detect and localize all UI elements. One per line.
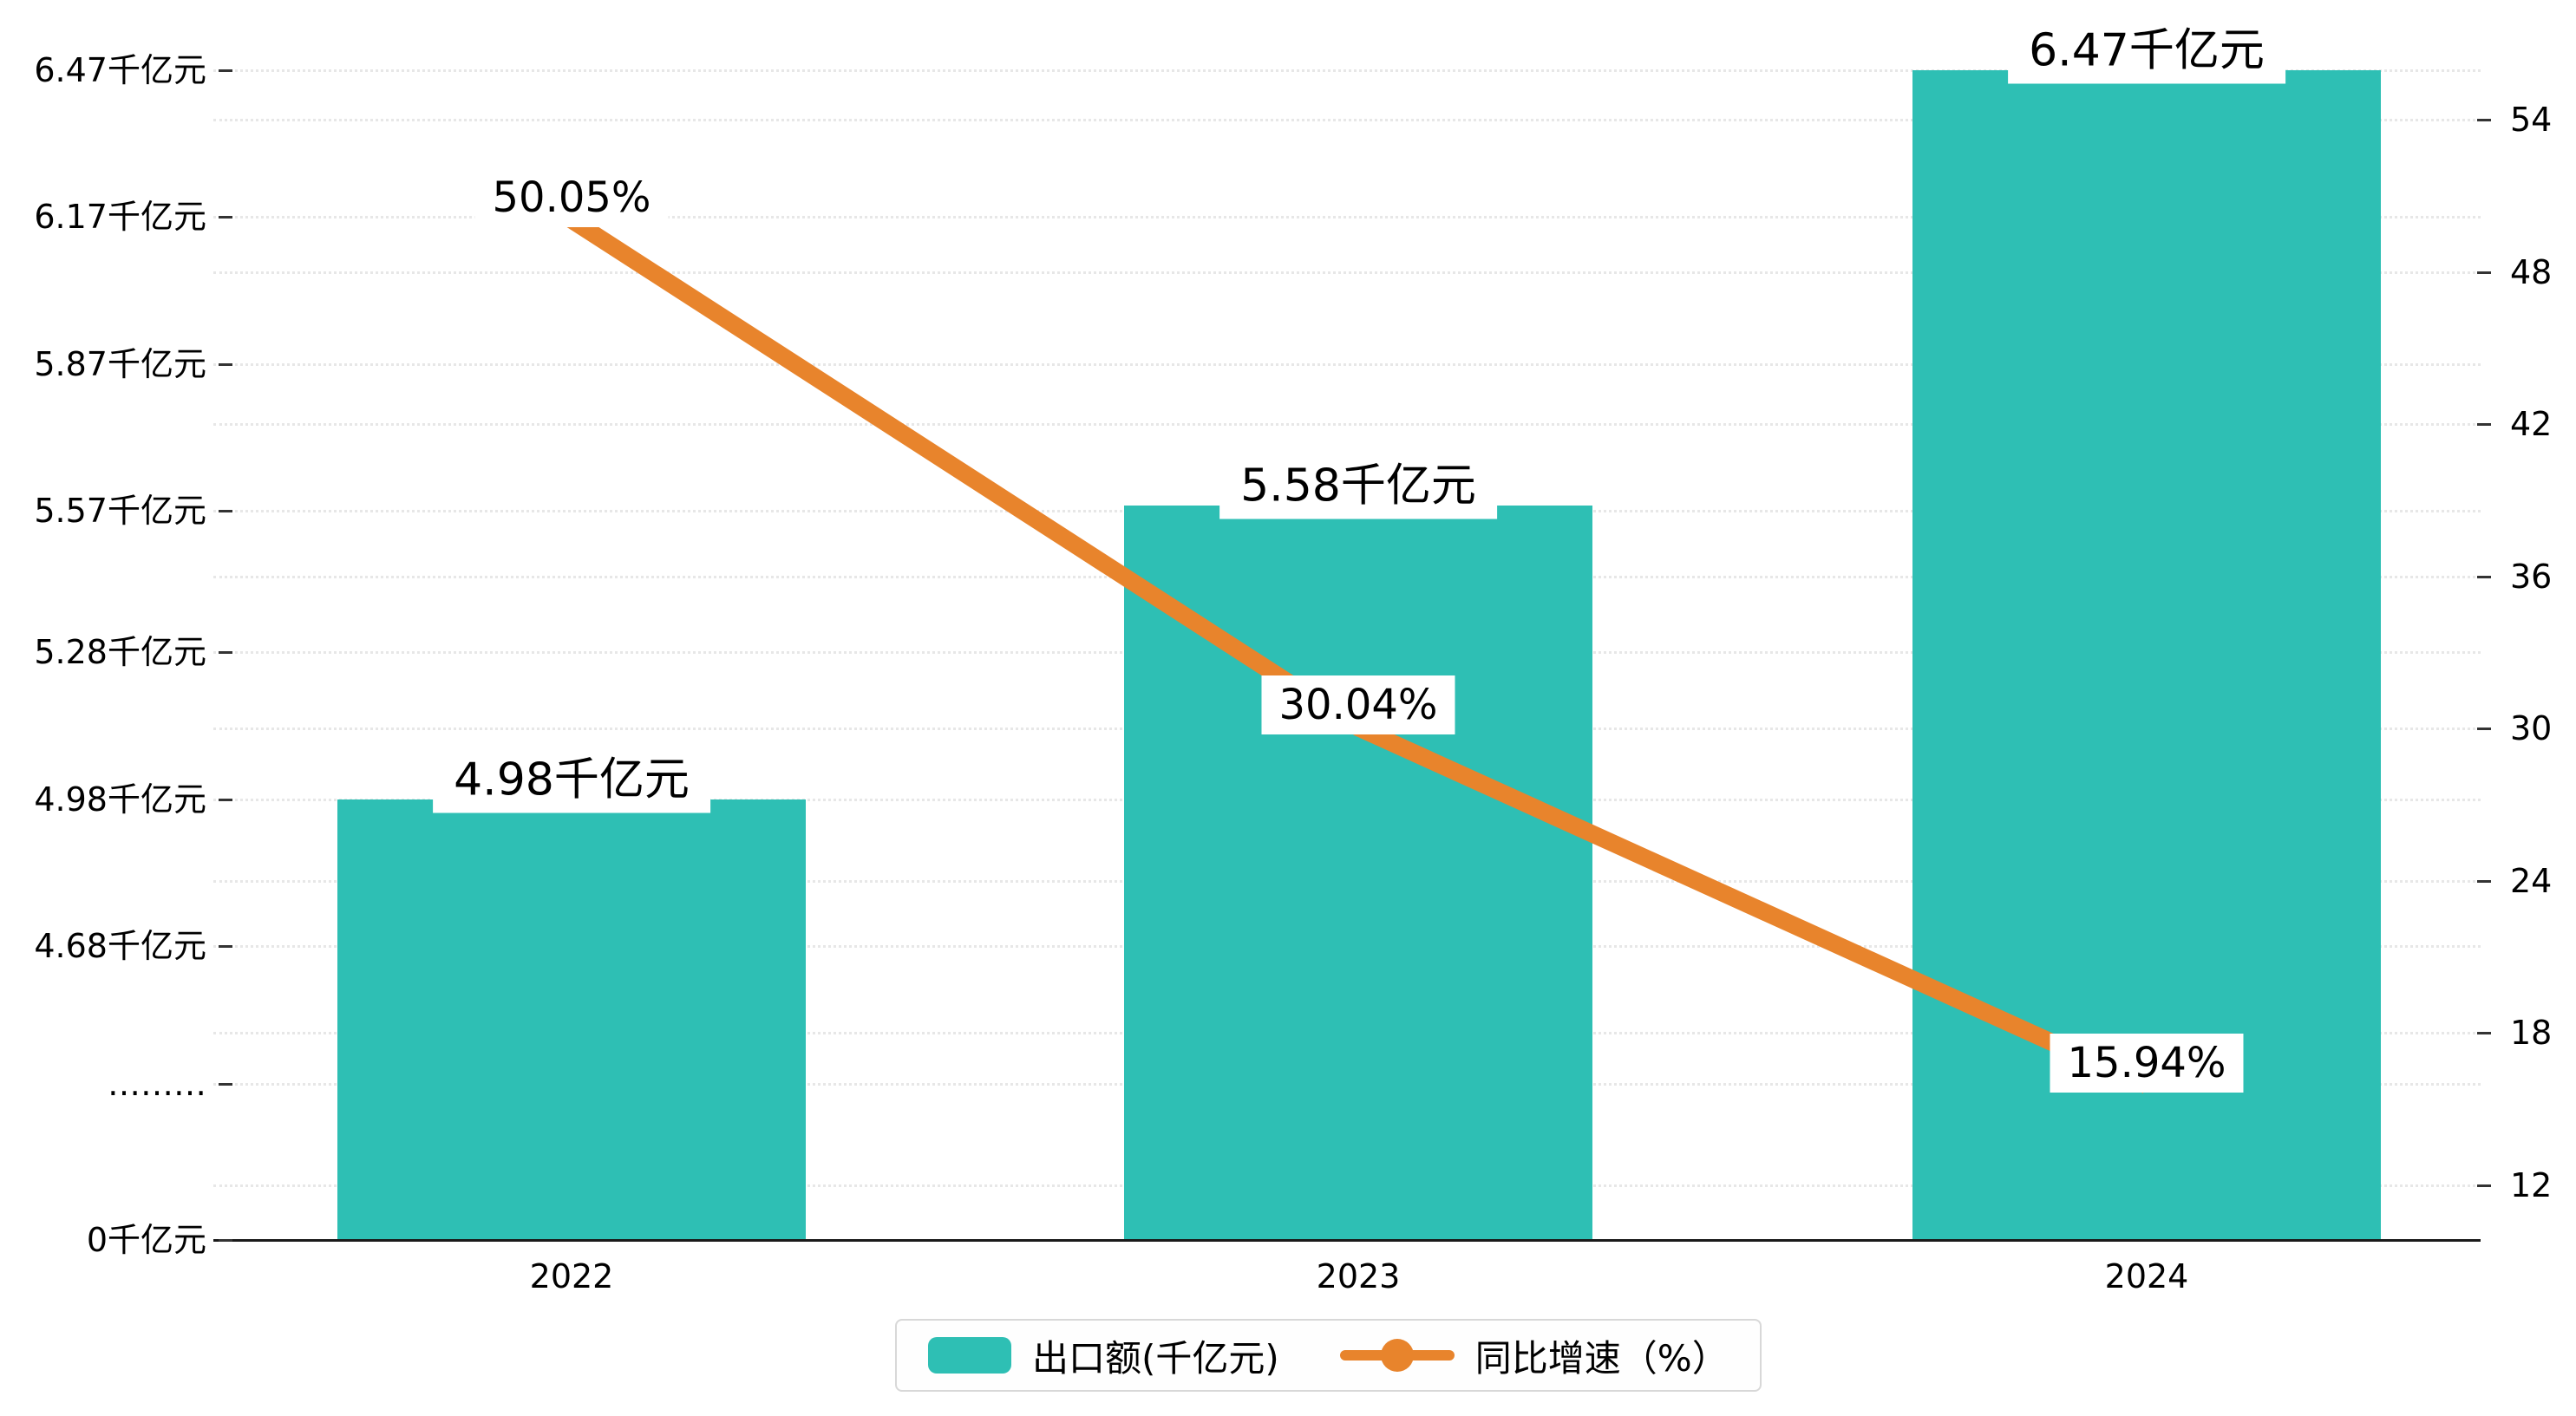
left-axis-tick — [219, 509, 232, 512]
left-axis-tick — [219, 1239, 232, 1242]
left-axis-tick-label: 5.28千亿元 — [34, 633, 206, 672]
left-axis-tick-label: 6.17千亿元 — [34, 198, 206, 237]
right-axis-tick — [2477, 575, 2491, 578]
bar-value-label: 5.58千亿元 — [1219, 443, 1497, 519]
gridline — [213, 118, 2481, 121]
right-axis-tick-label: 18 — [2510, 1014, 2553, 1053]
gridline — [213, 69, 2481, 73]
right-axis-tick-label: 54 — [2510, 100, 2553, 139]
line-legend-dot — [1380, 1339, 1414, 1372]
left-axis-tick — [219, 69, 232, 73]
left-axis-tick-label: 5.57千亿元 — [34, 491, 206, 530]
left-axis-tick — [219, 362, 232, 366]
right-axis-tick — [2477, 118, 2491, 121]
legend-label-export: 出口额(千亿元) — [1032, 1336, 1279, 1380]
x-axis-line — [213, 1239, 2481, 1242]
bar-value-label: 4.98千亿元 — [433, 737, 710, 813]
growth-value-label: 30.04% — [1261, 675, 1455, 735]
left-axis-tick-label: ……… — [108, 1065, 206, 1103]
right-axis-tick — [2477, 1184, 2491, 1187]
growth-value-label: 50.05% — [474, 167, 669, 227]
left-axis-tick-label: 0千亿元 — [86, 1221, 206, 1259]
left-axis-tick-label: 6.47千亿元 — [34, 51, 206, 90]
left-axis-tick — [219, 945, 232, 948]
legend-item-export[interactable]: 出口额(千亿元) — [928, 1329, 1279, 1382]
right-axis-tick-label: 48 — [2510, 252, 2553, 291]
left-axis-tick-label: 4.98千亿元 — [34, 780, 206, 819]
left-axis-tick — [219, 1083, 232, 1086]
right-axis-tick-label: 24 — [2510, 861, 2553, 900]
x-axis-label-2022: 2022 — [529, 1257, 614, 1295]
right-axis-tick — [2477, 1032, 2491, 1035]
x-axis-label-2024: 2024 — [2104, 1257, 2189, 1295]
growth-value-label: 15.94% — [2050, 1033, 2244, 1093]
bar-legend-swatch — [928, 1337, 1011, 1374]
right-axis-tick-label: 12 — [2510, 1166, 2553, 1204]
right-axis-tick-label: 30 — [2510, 709, 2553, 748]
bar-value-label: 6.47千亿元 — [2008, 8, 2285, 84]
right-axis-tick — [2477, 271, 2491, 274]
left-axis-tick-label: 4.68千亿元 — [34, 927, 206, 965]
right-axis-tick — [2477, 423, 2491, 427]
bar-2022[interactable] — [337, 799, 806, 1240]
right-axis-tick-label: 42 — [2510, 405, 2553, 444]
legend-item-growth[interactable]: 同比增速（%） — [1339, 1329, 1729, 1382]
left-axis-tick — [219, 651, 232, 655]
x-axis-label-2023: 2023 — [1316, 1257, 1401, 1295]
right-axis-tick — [2477, 728, 2491, 731]
right-axis-tick — [2477, 879, 2491, 883]
left-axis-tick — [219, 216, 232, 219]
legend: 出口额(千亿元) 同比增速（%） — [895, 1319, 1762, 1392]
left-axis-tick-label: 5.87千亿元 — [34, 344, 206, 383]
right-axis-tick-label: 36 — [2510, 557, 2553, 596]
legend-label-growth: 同比增速（%） — [1474, 1336, 1729, 1380]
bar-2023[interactable] — [1124, 506, 1592, 1240]
line-legend-swatch — [1339, 1339, 1455, 1372]
left-axis-tick — [219, 798, 232, 801]
